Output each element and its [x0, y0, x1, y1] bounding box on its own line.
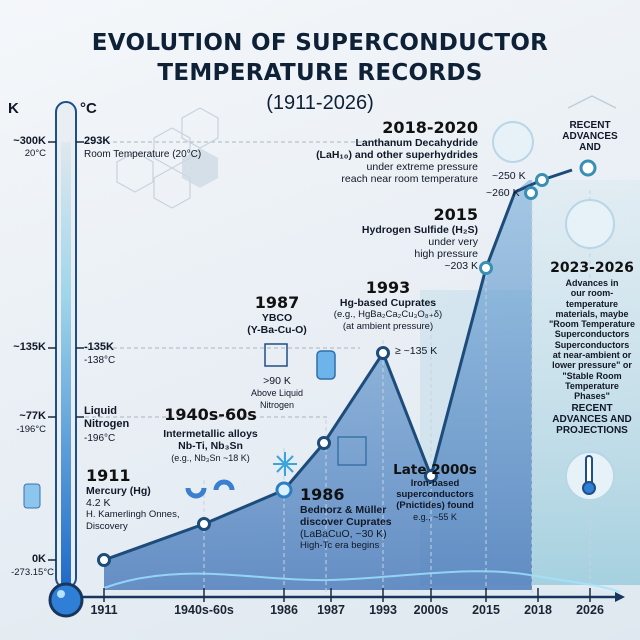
x-tick-1911: 1911	[90, 603, 118, 617]
x-tick-1987: 1987	[317, 603, 345, 617]
x-tick-1940s: 1940s-60s	[174, 603, 234, 617]
x-tick-2026: 2026	[576, 603, 604, 617]
tick-0k: 0K	[31, 553, 46, 565]
tick-135k: ~135K	[13, 341, 46, 353]
chart-subtitle: (1911-2026)	[266, 92, 374, 114]
annotation-late-2000s: Late 2000s Iron-based superconductors (P…	[393, 462, 477, 522]
x-tick-2015: 2015	[472, 603, 500, 617]
annotation-2023-2026: 2023-2026 Advances in our room- temperat…	[548, 260, 636, 436]
chart-title: EVOLUTION OF SUPERCONDUCTOR TEMPERATURE …	[91, 30, 549, 86]
value-260k: ~260 K	[486, 187, 520, 199]
tick-77k: ~77K	[19, 410, 46, 422]
x-tick-2018: 2018	[524, 603, 552, 617]
unit-kelvin: K	[8, 100, 19, 117]
annotation-2018: 2018-2020 Lanthanum Decahydride (LaH₁₀) …	[316, 118, 478, 185]
value-250k: ~250 K	[492, 170, 526, 182]
annotation-1987: 1987 YBCO (Y-Ba-Cu-O)	[247, 293, 307, 336]
annotation-1993: 1993 Hg-based Cuprates (e.g., HgBa₂Ca₂Cu…	[333, 278, 443, 332]
annotation-1940s: 1940s-60s Intermetallic alloys Nb-Ti, Nb…	[163, 405, 258, 463]
ref-room-temp: 293K	[84, 135, 111, 147]
unit-celsius: °C	[80, 100, 97, 117]
ref-liquid-nitrogen: Liquid Nitrogen	[84, 405, 130, 430]
x-tick-2000s: 2000s	[413, 603, 449, 617]
x-tick-1986: 1986	[270, 603, 298, 617]
ref-135k: -135K	[84, 341, 114, 353]
tick-300k: ~300K	[13, 135, 46, 147]
annotation-2015: 2015 Hydrogen Sulfide (H₂S) under very h…	[361, 205, 478, 272]
annotation-1986: 1986 Bednorz & Müller discover Cuprates …	[300, 485, 392, 551]
annotation-1911: 1911 Mercury (Hg) 4.2 K H. Kamerlingh On…	[86, 466, 180, 532]
value-1993: ≥ ~135 K	[395, 345, 438, 357]
x-tick-1993: 1993	[369, 603, 397, 617]
recent-header: RECENT ADVANCES AND	[562, 120, 618, 153]
